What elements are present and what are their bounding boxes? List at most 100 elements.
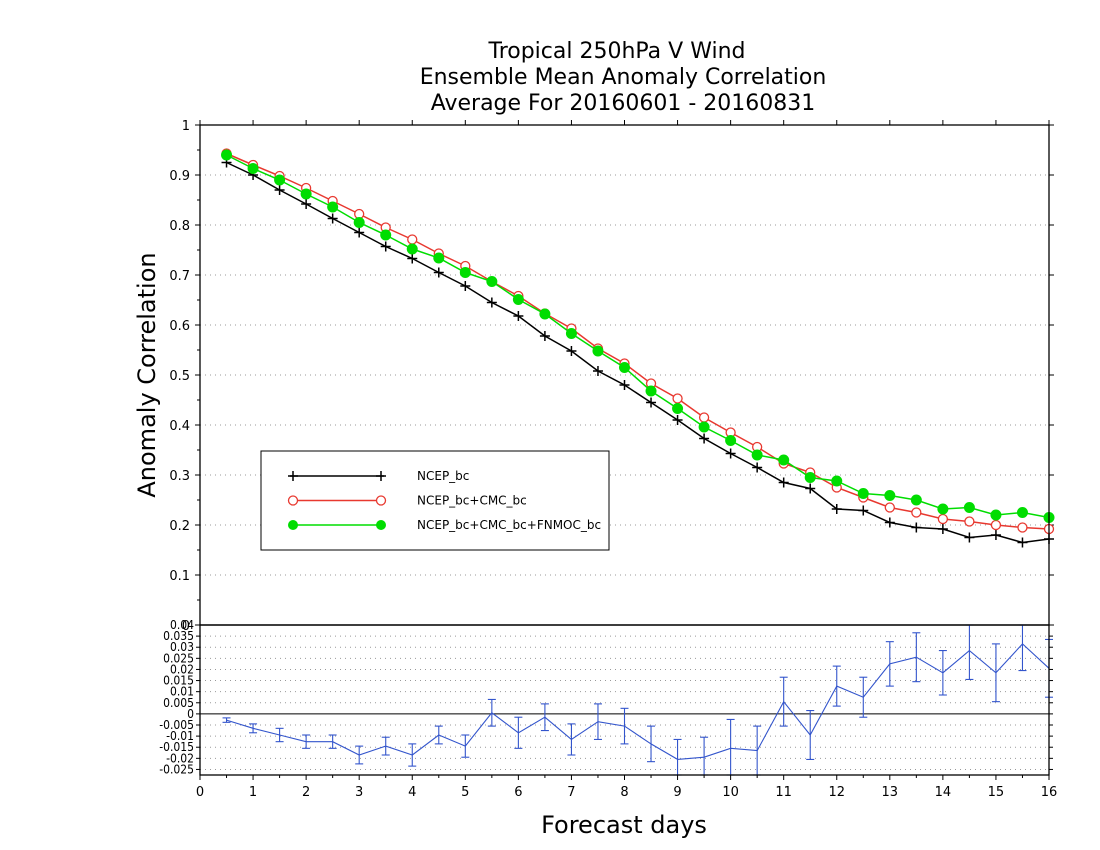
error-bar bbox=[540, 703, 549, 732]
main-y-tick-label: 0.2 bbox=[169, 519, 190, 534]
series-ncep-bc-cmc-bc-fnmoc-bc bbox=[221, 149, 1055, 523]
x-tick-label: 2 bbox=[302, 785, 310, 800]
x-tick-label: 7 bbox=[567, 785, 575, 800]
data-point bbox=[752, 462, 763, 473]
difference-y-tick-label: 0 bbox=[187, 707, 194, 721]
main-y-tick-label: 0.8 bbox=[169, 219, 190, 234]
legend-marker bbox=[287, 495, 299, 506]
difference-y-tick-label: 0.005 bbox=[163, 696, 194, 710]
legend-item: NCEP_bc bbox=[288, 469, 469, 483]
data-point bbox=[592, 366, 603, 376]
data-point bbox=[274, 174, 286, 186]
series-line bbox=[226, 161, 1050, 544]
difference-y-tick-label: 0.02 bbox=[170, 662, 194, 676]
error-bar bbox=[593, 703, 602, 740]
error-bar bbox=[275, 727, 284, 743]
difference-y-tick-label: 0.01 bbox=[170, 685, 194, 699]
error-bar bbox=[381, 736, 390, 756]
data-point bbox=[619, 380, 630, 390]
x-tick-label: 9 bbox=[673, 785, 681, 800]
data-point bbox=[751, 449, 763, 461]
error-bar bbox=[302, 734, 311, 749]
data-point bbox=[486, 297, 497, 308]
error-bar bbox=[434, 725, 443, 745]
data-point bbox=[433, 267, 444, 278]
data-point bbox=[672, 393, 683, 404]
x-tick-label: 16 bbox=[1041, 785, 1058, 800]
difference-series bbox=[222, 624, 1053, 776]
error-bar bbox=[647, 725, 656, 763]
difference-y-tick-label: -0.025 bbox=[159, 762, 194, 776]
data-point bbox=[937, 503, 949, 515]
error-bar bbox=[620, 707, 629, 745]
difference-plot-frame bbox=[199, 624, 1050, 776]
main-series bbox=[221, 148, 1055, 548]
data-point bbox=[459, 267, 471, 278]
data-point bbox=[592, 345, 604, 357]
main-y-tick-label: 0.7 bbox=[169, 269, 190, 284]
x-tick-label: 0 bbox=[196, 785, 204, 800]
data-point bbox=[353, 217, 365, 228]
data-point bbox=[964, 532, 975, 543]
x-tick-label: 13 bbox=[882, 785, 899, 800]
data-point bbox=[805, 483, 816, 494]
data-point bbox=[565, 328, 577, 339]
data-point bbox=[380, 241, 391, 252]
data-point bbox=[831, 504, 842, 514]
x-tick-label: 4 bbox=[408, 785, 416, 800]
data-point bbox=[778, 454, 790, 466]
difference-line bbox=[226, 643, 1050, 760]
difference-y-tick-label: 0.04 bbox=[170, 618, 194, 632]
difference-y-tick-label: -0.02 bbox=[166, 751, 194, 765]
error-bar bbox=[514, 716, 523, 749]
data-point bbox=[964, 516, 975, 527]
difference-y-tick-label: -0.005 bbox=[159, 718, 194, 732]
chart-title-line-3: Average For 20160601 - 20160831 bbox=[431, 91, 816, 116]
data-point bbox=[1017, 522, 1028, 533]
legend-marker bbox=[375, 495, 387, 506]
data-point bbox=[327, 201, 339, 213]
error-bar bbox=[991, 643, 1000, 703]
y-axis-title: Anomaly Correlation bbox=[133, 252, 161, 497]
data-point bbox=[407, 234, 418, 245]
main-panel: 0 0.1 0.2 0.3 0.4 0.5 0.6 0.7 0.8 0.9 1 bbox=[169, 119, 1055, 634]
main-y-ticks: 0 0.1 0.2 0.3 0.4 0.5 0.6 0.7 0.8 0.9 1 bbox=[169, 119, 1054, 634]
error-bar bbox=[408, 743, 417, 767]
legend-item: NCEP_bc+CMC_bc+FNMOC_bc bbox=[288, 518, 601, 532]
data-point bbox=[646, 397, 657, 408]
x-tick-label: 1 bbox=[249, 785, 257, 800]
data-point bbox=[963, 502, 975, 513]
data-point bbox=[698, 412, 710, 423]
main-y-tick-label: 0.3 bbox=[169, 469, 190, 484]
error-bar bbox=[859, 676, 868, 718]
error-bar bbox=[779, 676, 788, 727]
data-point bbox=[698, 421, 710, 433]
data-point bbox=[645, 385, 657, 397]
x-tick-label: 11 bbox=[775, 785, 792, 800]
data-point bbox=[433, 252, 445, 264]
data-point bbox=[725, 435, 737, 446]
data-point bbox=[672, 403, 684, 414]
data-point bbox=[566, 346, 577, 356]
data-point bbox=[910, 494, 922, 506]
series-ncep-bc bbox=[221, 157, 1054, 548]
data-point bbox=[778, 477, 789, 488]
x-tick-label: 5 bbox=[461, 785, 469, 800]
x-axis-ticks: 0 1 2 3 4 5 6 7 8 9 10 11 12 13 14 15 16 bbox=[196, 120, 1057, 800]
data-point bbox=[857, 488, 869, 499]
data-point bbox=[990, 530, 1001, 540]
data-point bbox=[884, 490, 896, 501]
difference-grid bbox=[200, 624, 1049, 770]
chart-title-line-2: Ensemble Mean Anomaly Correlation bbox=[420, 65, 827, 90]
difference-y-tick-label: 0.025 bbox=[163, 651, 194, 665]
main-y-tick-label: 1 bbox=[182, 119, 190, 134]
main-y-tick-label: 0.9 bbox=[169, 169, 190, 184]
data-point bbox=[911, 522, 922, 533]
data-point bbox=[672, 415, 683, 425]
data-point bbox=[990, 519, 1002, 531]
x-tick-label: 10 bbox=[722, 785, 739, 800]
data-point bbox=[831, 475, 843, 487]
difference-y-tick-label: -0.015 bbox=[159, 740, 194, 754]
error-bar bbox=[806, 710, 815, 760]
error-bar bbox=[885, 641, 894, 687]
